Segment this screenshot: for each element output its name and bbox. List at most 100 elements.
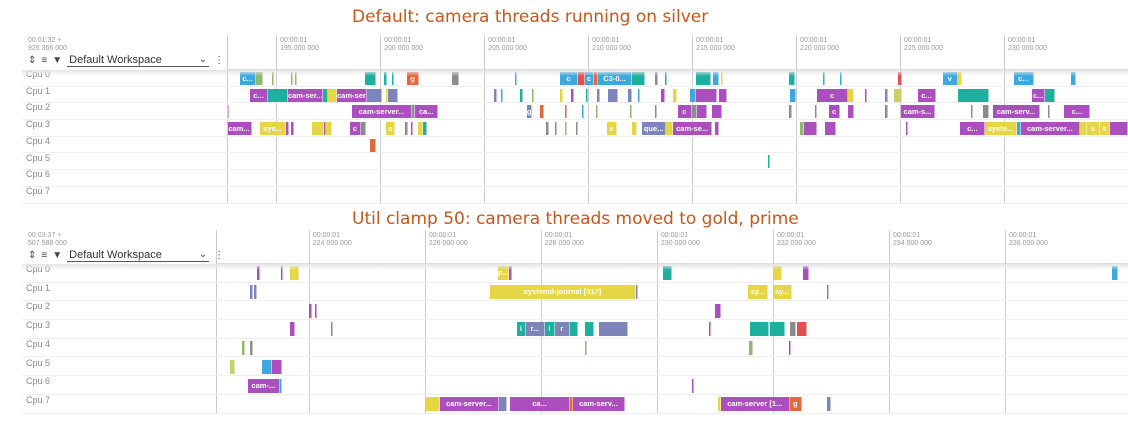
thread-slice[interactable]: c xyxy=(677,105,693,119)
thread-slice[interactable]: cam-ser... xyxy=(337,88,367,102)
thread-slice[interactable] xyxy=(405,121,409,135)
thread-slice[interactable] xyxy=(366,88,382,102)
thread-slice[interactable] xyxy=(719,88,728,102)
thread-slice[interactable] xyxy=(983,105,990,119)
thread-slice[interactable] xyxy=(290,266,299,281)
thread-slice[interactable] xyxy=(666,121,674,135)
thread-slice[interactable]: c... xyxy=(1031,88,1045,102)
thread-slice[interactable] xyxy=(546,121,549,135)
thread-slice[interactable]: cam-server... xyxy=(1020,121,1080,135)
thread-slice[interactable]: c xyxy=(349,121,361,135)
thread-slice[interactable] xyxy=(848,105,855,119)
thread-slice[interactable] xyxy=(789,88,797,102)
thread-slice[interactable] xyxy=(1016,121,1021,135)
thread-slice[interactable] xyxy=(1045,88,1055,102)
thread-slice[interactable] xyxy=(714,121,720,135)
thread-slice[interactable] xyxy=(897,71,903,85)
thread-slice[interactable] xyxy=(254,285,257,300)
thread-slice[interactable] xyxy=(257,266,260,281)
thread-slice[interactable] xyxy=(804,121,817,135)
thread-slice[interactable]: s xyxy=(1099,121,1111,135)
thread-slice[interactable]: c xyxy=(829,105,840,119)
thread-slice[interactable] xyxy=(290,322,296,337)
thread-slice[interactable] xyxy=(788,105,792,119)
thread-slice[interactable] xyxy=(291,71,293,85)
thread-slice[interactable] xyxy=(596,105,599,119)
thread-slice[interactable] xyxy=(386,88,389,102)
thread-slice[interactable] xyxy=(540,105,545,119)
thread-slice[interactable] xyxy=(825,121,836,135)
thread-slice[interactable] xyxy=(565,121,568,135)
thread-slice[interactable] xyxy=(531,88,534,102)
thread-slice[interactable] xyxy=(565,105,568,119)
thread-slice[interactable] xyxy=(826,397,831,412)
kebab-menu-icon[interactable]: ⋮ xyxy=(214,250,225,261)
thread-slice[interactable]: c... xyxy=(960,121,986,135)
thread-slice[interactable] xyxy=(255,71,263,85)
thread-slice[interactable] xyxy=(637,88,641,102)
thread-slice[interactable] xyxy=(749,341,754,356)
thread-slice[interactable] xyxy=(412,105,416,119)
thread-slice[interactable] xyxy=(598,322,628,337)
thread-slice[interactable] xyxy=(424,397,440,412)
thread-slice[interactable]: cam-server [1... xyxy=(720,397,790,412)
workspace-select[interactable]: Default Workspace ⌄ xyxy=(67,54,210,67)
thread-slice[interactable] xyxy=(326,121,333,135)
thread-slice[interactable] xyxy=(608,88,618,102)
thread-slice[interactable] xyxy=(665,71,668,85)
thread-slice[interactable]: c... xyxy=(917,88,937,102)
thread-slice[interactable] xyxy=(581,105,584,119)
thread-slice[interactable]: cam-serv... xyxy=(993,105,1041,119)
thread-slice[interactable] xyxy=(312,121,324,135)
timeline-track-area[interactable]: 00:00:01 224 000 000 00:00:01 226 000 000 00… xyxy=(216,230,1128,414)
thread-slice[interactable] xyxy=(721,71,724,85)
thread-slice[interactable] xyxy=(864,88,867,102)
thread-slice[interactable]: sy... xyxy=(772,285,793,300)
thread-slice[interactable] xyxy=(1070,71,1076,85)
thread-slice[interactable] xyxy=(250,341,254,356)
thread-slice[interactable] xyxy=(594,71,599,85)
thread-slice[interactable] xyxy=(1079,121,1088,135)
thread-slice[interactable] xyxy=(800,121,805,135)
thread-slice[interactable] xyxy=(328,88,338,102)
thread-slice[interactable] xyxy=(559,88,564,102)
thread-slice[interactable] xyxy=(848,88,855,102)
thread-slice[interactable] xyxy=(673,88,678,102)
thread-slice[interactable] xyxy=(654,71,658,85)
thread-slice[interactable] xyxy=(584,341,588,356)
thread-slice[interactable] xyxy=(384,71,388,85)
thread-slice[interactable] xyxy=(280,266,284,281)
thread-slice[interactable] xyxy=(500,88,503,102)
thread-slice[interactable] xyxy=(242,341,245,356)
thread-slice[interactable] xyxy=(508,266,512,281)
thread-slice[interactable] xyxy=(308,303,313,318)
thread-slice[interactable] xyxy=(906,121,909,135)
thread-slice[interactable] xyxy=(627,88,632,102)
thread-slice[interactable] xyxy=(709,322,711,337)
thread-slice[interactable] xyxy=(494,88,497,102)
thread-slice[interactable]: cam-server... xyxy=(439,397,500,412)
thread-slice[interactable] xyxy=(839,71,842,85)
thread-slice[interactable]: cam-s... xyxy=(901,105,935,119)
chevron-down-icon[interactable]: ⌄ xyxy=(198,54,208,65)
thread-slice[interactable] xyxy=(575,121,578,135)
thread-slice[interactable] xyxy=(360,121,366,135)
thread-slice[interactable] xyxy=(631,121,637,135)
thread-slice[interactable]: i xyxy=(544,322,555,337)
thread-slice[interactable]: ca... xyxy=(510,397,570,412)
thread-slice[interactable] xyxy=(569,397,573,412)
stack-icon[interactable]: ≡ xyxy=(41,250,48,261)
thread-slice[interactable]: ca... xyxy=(415,105,438,119)
thread-slice[interactable]: cam-server... xyxy=(352,105,413,119)
thread-slice[interactable] xyxy=(689,88,697,102)
thread-slice[interactable] xyxy=(1047,105,1050,119)
thread-slice[interactable]: c... xyxy=(250,88,268,102)
thread-slice[interactable] xyxy=(696,88,718,102)
thread-slice[interactable] xyxy=(422,121,427,135)
thread-slice[interactable]: r xyxy=(554,322,570,337)
thread-slice[interactable] xyxy=(569,322,578,337)
thread-slice[interactable] xyxy=(749,322,769,337)
thread-slice[interactable]: s xyxy=(606,121,618,135)
thread-slice[interactable] xyxy=(691,378,695,393)
thread-slice[interactable]: r... xyxy=(525,322,545,337)
